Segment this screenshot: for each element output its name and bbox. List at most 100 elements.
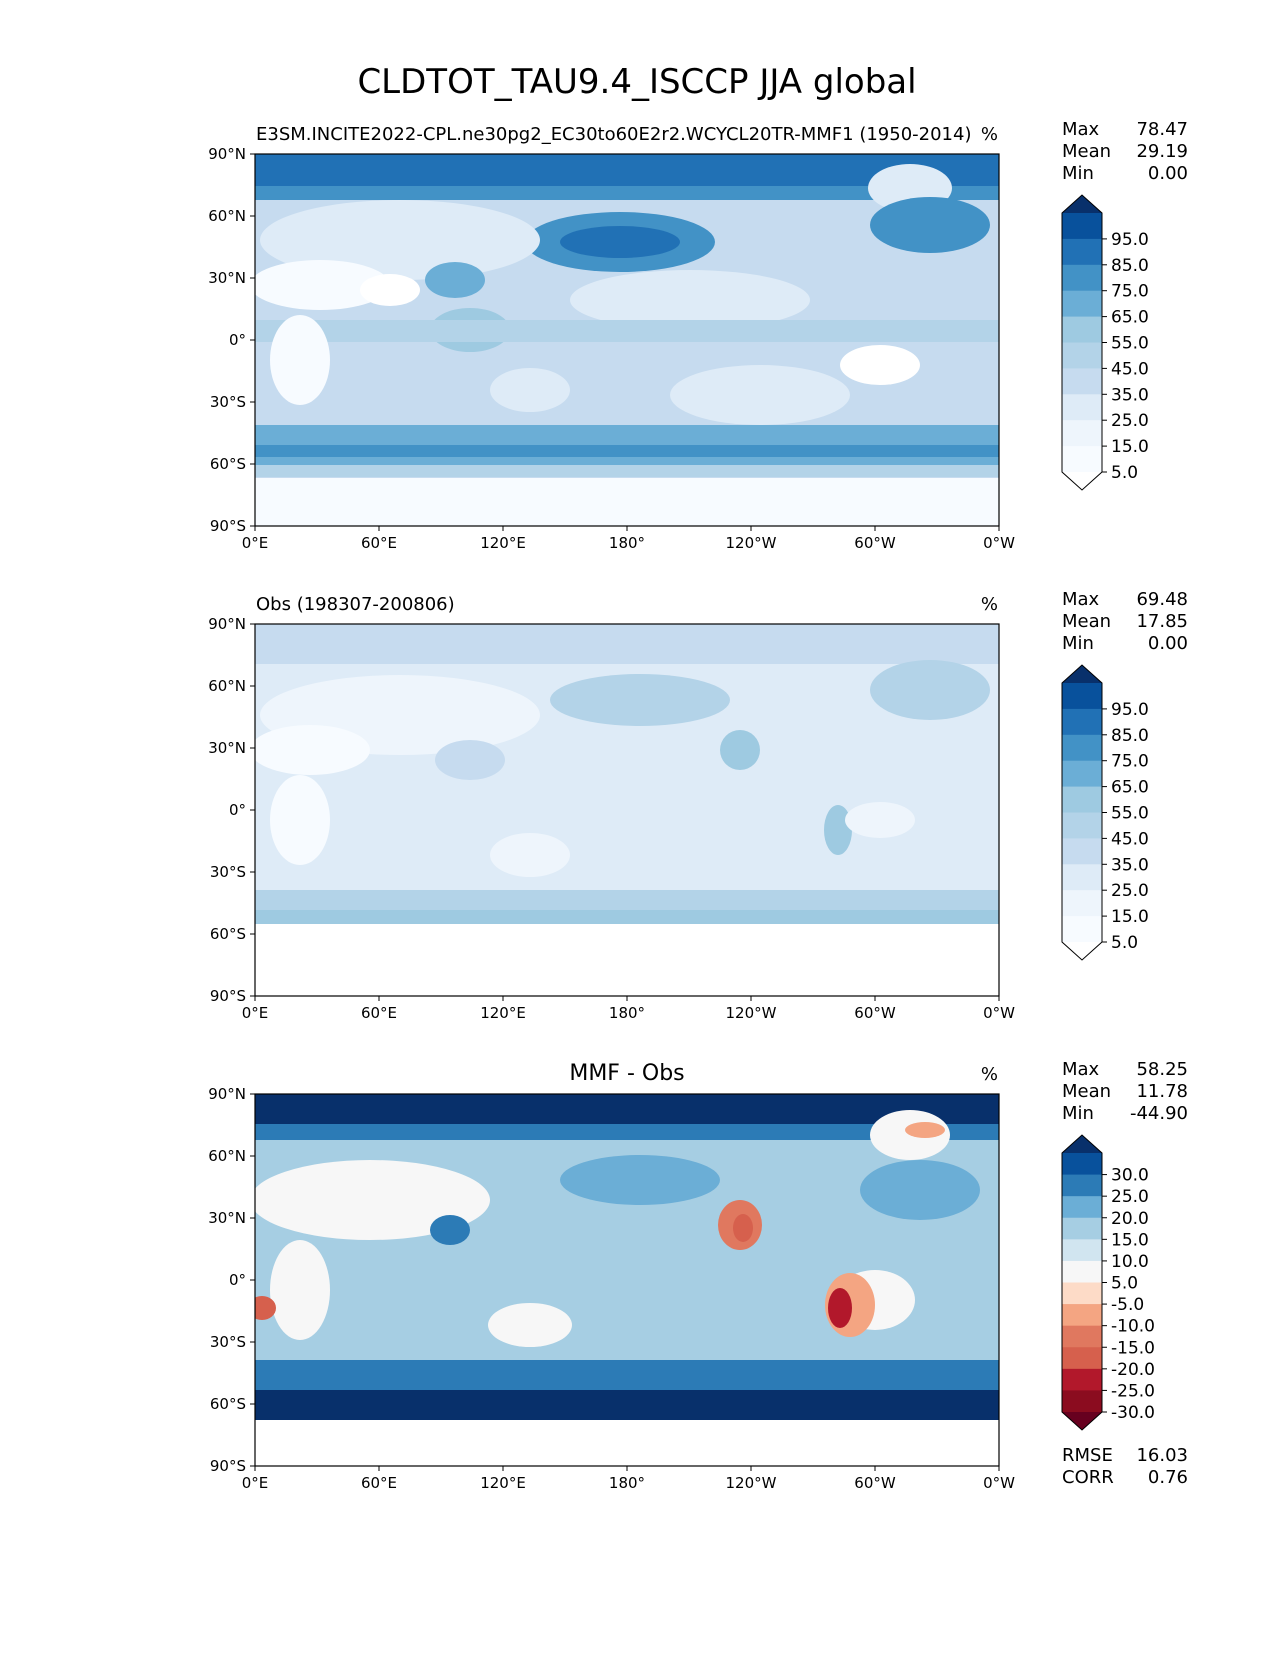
stat-max-label: Max — [1062, 119, 1100, 140]
lat-tick-label: 30°S — [210, 393, 246, 411]
lon-tick-label: 60°E — [361, 1004, 397, 1022]
colorbar-label: 5.0 — [1111, 933, 1138, 953]
lat-tick-label: 0° — [229, 1271, 246, 1289]
colorbar-label: -20.0 — [1111, 1360, 1155, 1380]
lat-tick-label: 60°N — [208, 677, 246, 695]
colorbar-label: 25.0 — [1111, 411, 1149, 431]
stat-min-value: 0.00 — [1148, 163, 1188, 184]
lat-tick-label: 90°N — [208, 615, 246, 633]
colorbar-label: 20.0 — [1111, 1209, 1149, 1229]
colorbar-label: 45.0 — [1111, 359, 1149, 379]
colorbar-obs: 95.0 85.0 75.0 65.0 55.0 45.0 35.0 25.0 15.0 5.0 — [1061, 664, 1149, 961]
colorbar-label: 95.0 — [1111, 230, 1149, 250]
lon-tick-label: 120°W — [726, 1004, 777, 1022]
colorbar-label: -5.0 — [1111, 1295, 1144, 1315]
lon-tick-label: 180° — [609, 1474, 645, 1492]
lon-tick-label: 60°W — [854, 534, 896, 552]
rmse-label: RMSE — [1062, 1445, 1113, 1466]
lat-tick-label: 90°S — [210, 517, 246, 535]
lat-tick-label: 30°S — [210, 863, 246, 881]
stat-mean-value: 17.85 — [1136, 611, 1188, 632]
stat-min-label: Min — [1062, 633, 1094, 654]
lat-tick-label: 30°S — [210, 1333, 246, 1351]
axes: 90°N60°N30°N0°30°S60°S90°S0°E 60°E 120°E 18… — [208, 145, 1015, 1492]
lon-tick-label: 120°W — [726, 534, 777, 552]
stat-max-value: 58.25 — [1136, 1059, 1188, 1080]
lon-tick-label: 120°E — [480, 534, 526, 552]
map-obs — [255, 624, 999, 996]
colorbar-label: 35.0 — [1111, 855, 1149, 875]
lat-tick-label: 60°N — [208, 207, 246, 225]
colorbar-label: 65.0 — [1111, 308, 1149, 328]
lat-tick-label: 60°S — [210, 1395, 246, 1413]
stat-mean-value: 29.19 — [1136, 141, 1188, 162]
colorbar-label: 75.0 — [1111, 752, 1149, 772]
map-diff — [255, 1094, 999, 1466]
lon-tick-label: 60°E — [361, 534, 397, 552]
colorbar-label: -30.0 — [1111, 1403, 1155, 1423]
colorbar-label: 15.0 — [1111, 907, 1149, 927]
colorbar-label: -15.0 — [1111, 1338, 1155, 1358]
colorbar-label: 15.0 — [1111, 437, 1149, 457]
stat-max-value: 78.47 — [1136, 119, 1188, 140]
lon-tick-label: 0°E — [242, 1474, 269, 1492]
lat-tick-label: 30°N — [208, 269, 246, 287]
corr-label: CORR — [1062, 1467, 1114, 1488]
stat-max-value: 69.48 — [1136, 589, 1188, 610]
stat-mean-label: Mean — [1062, 1081, 1111, 1102]
figure-title: CLDTOT_TAU9.4_ISCCP JJA global — [357, 62, 916, 102]
lat-tick-label: 60°S — [210, 925, 246, 943]
lon-tick-label: 0°W — [983, 534, 1015, 552]
colorbar-label: 85.0 — [1111, 256, 1149, 276]
lon-tick-label: 180° — [609, 1004, 645, 1022]
lon-tick-label: 0°W — [983, 1004, 1015, 1022]
lon-tick-label: 60°W — [854, 1004, 896, 1022]
lon-tick-label: 0°W — [983, 1474, 1015, 1492]
panel-model-units: % — [981, 124, 998, 145]
lat-tick-label: 90°S — [210, 987, 246, 1005]
colorbar-label: 25.0 — [1111, 881, 1149, 901]
colorbar-label: 55.0 — [1111, 804, 1149, 824]
stat-max-label: Max — [1062, 1059, 1100, 1080]
panel-obs-title: Obs (198307-200806) — [256, 594, 455, 615]
lat-tick-label: 30°N — [208, 1209, 246, 1227]
stat-mean-value: 11.78 — [1136, 1081, 1188, 1102]
lon-tick-label: 60°E — [361, 1474, 397, 1492]
lon-tick-label: 0°E — [242, 1004, 269, 1022]
lat-tick-label: 90°N — [208, 1085, 246, 1103]
lat-tick-label: 90°N — [208, 145, 246, 163]
colorbar-label: 75.0 — [1111, 282, 1149, 302]
panel-model-title: E3SM.INCITE2022-CPL.ne30pg2_EC30to60E2r2… — [256, 124, 971, 145]
colorbar-label: 85.0 — [1111, 726, 1149, 746]
lat-tick-label: 0° — [229, 801, 246, 819]
colorbar-label: 65.0 — [1111, 778, 1149, 798]
colorbar-label: -25.0 — [1111, 1381, 1155, 1401]
lon-tick-label: 120°E — [480, 1474, 526, 1492]
stat-min-label: Min — [1062, 1103, 1094, 1124]
panel-model: E3SM.INCITE2022-CPL.ne30pg2_EC30to60E2r2… — [254, 124, 1000, 527]
colorbar-label: 35.0 — [1111, 385, 1149, 405]
lon-tick-label: 120°W — [726, 1474, 777, 1492]
side-panels: Max 78.47 Mean 29.19 Min 0.00 95.0 85.0 75.0 65.0… — [1061, 119, 1188, 1488]
lat-tick-label: 60°S — [210, 455, 246, 473]
colorbar-model: 95.0 85.0 75.0 65.0 55.0 45.0 35.0 25.0 15.0 5.0 — [1061, 194, 1149, 491]
panel-diff: MMF - Obs % — [254, 1061, 1000, 1467]
colorbar-label: 5.0 — [1111, 463, 1138, 483]
lon-tick-label: 60°W — [854, 1474, 896, 1492]
panel-diff-units: % — [981, 1064, 998, 1085]
stat-min-value: 0.00 — [1148, 633, 1188, 654]
stat-mean-label: Mean — [1062, 141, 1111, 162]
stat-min-label: Min — [1062, 163, 1094, 184]
stat-mean-label: Mean — [1062, 611, 1111, 632]
lon-tick-label: 120°E — [480, 1004, 526, 1022]
panel-diff-title: MMF - Obs — [569, 1061, 684, 1086]
rmse-value: 16.03 — [1136, 1445, 1188, 1466]
lon-tick-label: 180° — [609, 534, 645, 552]
lat-tick-label: 90°S — [210, 1457, 246, 1475]
colorbar-diff: 30.025.020.015.010.05.0-5.0-10.0-15.0-20… — [1061, 1134, 1155, 1431]
panel-obs: Obs (198307-200806) % — [254, 594, 1000, 997]
lat-tick-label: 0° — [229, 331, 246, 349]
lat-tick-label: 60°N — [208, 1147, 246, 1165]
colorbar-label: 5.0 — [1111, 1274, 1138, 1294]
